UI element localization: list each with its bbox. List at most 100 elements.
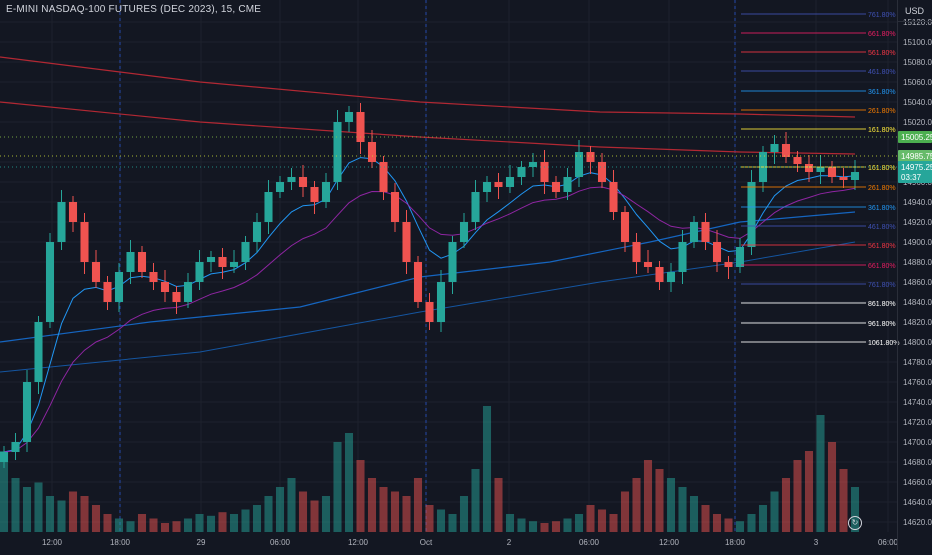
candle-body (436, 282, 446, 322)
volume-bar (402, 496, 411, 532)
candle-body (68, 202, 78, 222)
fib-level-label: 461.80% (868, 224, 896, 231)
volume-bar (816, 415, 825, 532)
candle-body (229, 262, 239, 267)
candle-body (597, 162, 607, 182)
fib-level-label: 961.80% (868, 321, 896, 328)
volume-bar (839, 469, 848, 532)
candle-body (793, 157, 802, 164)
candle-body (632, 242, 641, 262)
volume-bar (850, 487, 860, 532)
candle-body (770, 144, 779, 152)
candle-body (34, 322, 43, 382)
fib-level-label: 161.80% (868, 127, 896, 134)
volume-bar (45, 496, 55, 532)
y-tick-label: 14800.00 (903, 338, 932, 347)
fib-level-label: 1061.80% (868, 340, 900, 347)
candle-body (471, 192, 480, 222)
y-tick-label: 14720.00 (903, 418, 932, 427)
replay-icon[interactable]: ↻ (848, 516, 862, 530)
x-tick-label: 06:00 (270, 538, 291, 547)
candle-body (137, 252, 147, 272)
volume-bar (701, 505, 710, 532)
volume-bar (758, 505, 768, 532)
x-tick-label: 12:00 (348, 538, 369, 547)
volume-bar (678, 487, 687, 532)
x-tick-label: 12:00 (42, 538, 63, 547)
fib-level-label: 661.80% (868, 263, 896, 270)
volume-bar (436, 509, 446, 532)
candle-body (586, 152, 595, 162)
volume-bar (666, 478, 676, 532)
volume-bar (34, 482, 43, 532)
chart-title: E-MINI NASDAQ-100 FUTURES (DEC 2023), 15… (6, 4, 262, 15)
candle-body (735, 247, 745, 267)
candle-body (114, 272, 124, 302)
candle-body (563, 177, 572, 192)
candle-body (804, 164, 814, 172)
x-tick-label: 2 (507, 538, 512, 547)
candle-body (528, 162, 538, 167)
price-axis-unit: USD (905, 6, 925, 16)
y-tick-label: 14860.00 (903, 278, 932, 287)
y-tick-label: 14900.00 (903, 238, 932, 247)
candle-body (367, 142, 377, 162)
volume-bar (321, 496, 331, 532)
volume-bar (482, 406, 492, 532)
fib-level-label: 361.80% (868, 89, 896, 96)
y-tick-label: 14920.00 (903, 218, 932, 227)
volume-bar (252, 505, 262, 532)
ema-slow-line (0, 211, 856, 343)
candle-body (448, 242, 457, 282)
volume-bar (356, 460, 365, 532)
candle-body (574, 152, 584, 177)
volume-bar (287, 478, 296, 532)
volume-bar (183, 518, 193, 532)
fib-level-label: 861.80% (868, 301, 896, 308)
x-tick-label: 06:00 (878, 538, 899, 547)
volume-bar (770, 491, 779, 532)
volume-bar (425, 505, 434, 532)
fib-level-label: 561.80% (868, 50, 896, 57)
volume-bar (379, 487, 388, 532)
volume-bar (689, 496, 699, 532)
volume-bar (310, 500, 319, 532)
volume-bar (563, 518, 572, 532)
y-tick-label: 14760.00 (903, 378, 932, 387)
volume-bar (149, 518, 158, 532)
volume-bar (229, 514, 239, 532)
volume-bar (655, 469, 664, 532)
volume-bar (11, 478, 20, 532)
volume-bar (126, 521, 135, 532)
volume-bar (551, 521, 561, 532)
volume-bar (344, 433, 354, 532)
y-tick-label: 14680.00 (903, 458, 932, 467)
volume-bar (68, 491, 78, 532)
ma-line-red-1 (0, 56, 856, 118)
candle-body (390, 192, 400, 222)
y-tick-label: 14700.00 (903, 438, 932, 447)
candle-body (494, 182, 503, 187)
candle-body (689, 222, 699, 242)
y-tick-label: 14620.00 (903, 518, 932, 527)
y-tick-label: 14640.00 (903, 498, 932, 507)
candle-body (701, 222, 710, 242)
candle-body (57, 202, 66, 242)
y-tick-label: 14740.00 (903, 398, 932, 407)
fib-level-label: 161.80% (868, 165, 896, 172)
candle-body (0, 452, 9, 462)
y-tick-label: 15100.00 (903, 38, 932, 47)
volume-bar (712, 514, 722, 532)
candle-body (620, 212, 630, 242)
volume-bar (367, 478, 377, 532)
current-price-label: 14975.25 (901, 163, 932, 172)
price-axis-divider (897, 0, 898, 550)
candle-body (643, 262, 653, 267)
candle-body (505, 177, 515, 187)
candle-body (149, 272, 158, 282)
candle-body (126, 252, 135, 272)
volume-bar (827, 442, 837, 532)
upper-price-tag: 15005.25 (901, 133, 932, 142)
